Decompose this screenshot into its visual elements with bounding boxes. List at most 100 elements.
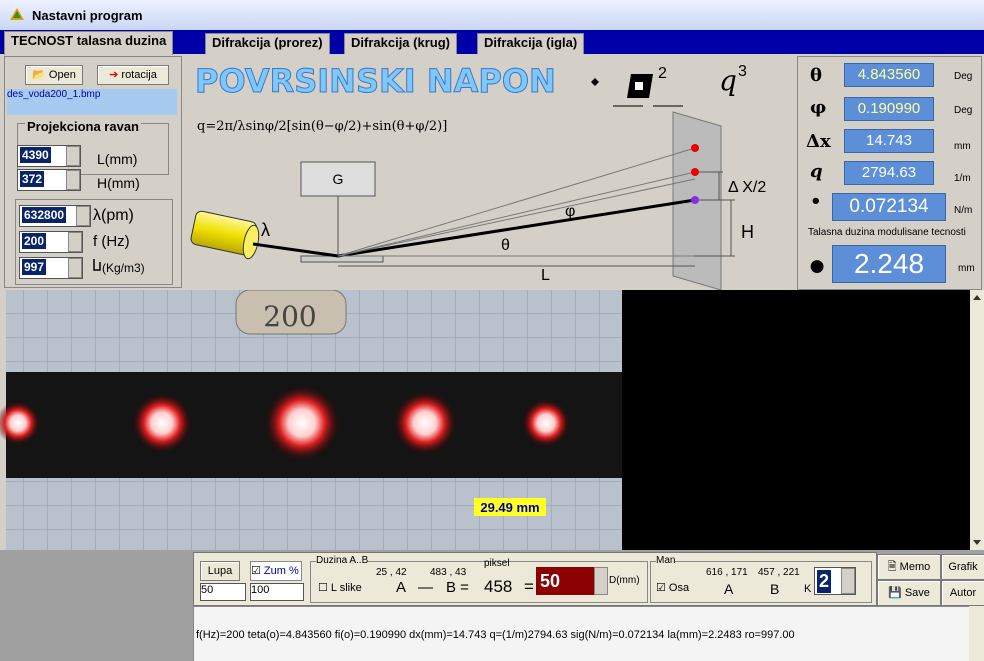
checkbox-label: Osa (669, 582, 689, 594)
point-b: 483 , 43 (430, 567, 466, 578)
field-value: 200 (22, 233, 46, 249)
rho-glyph (92, 258, 102, 272)
status-text: f(Hz)=200 teta(o)=4.843560 fi(o)=0.19099… (196, 629, 795, 641)
file-name[interactable]: des_voda200_1.bmp (7, 89, 177, 115)
field-label: (Kg/m3) (102, 261, 145, 275)
wavelength-value: 2.248 (832, 245, 946, 283)
tab[interactable]: Difrakcija (igla) (477, 33, 584, 54)
label-a: A (396, 579, 406, 596)
app-icon (8, 6, 26, 24)
save-button[interactable]: 💾 Save (877, 580, 941, 606)
group-title: Duzina A..B (316, 555, 368, 566)
field-value: 2 (817, 570, 831, 593)
grafik-button[interactable]: Grafik (941, 554, 984, 580)
superscript: 3 (738, 63, 747, 80)
point-a: 25 , 42 (376, 567, 407, 578)
checkbox-label: Zum % (264, 565, 299, 577)
label-b: B = (446, 579, 469, 596)
readout-symbol: q (810, 161, 823, 182)
spin-field[interactable]: 4390 (17, 145, 81, 167)
button-label: rotacija (121, 69, 156, 81)
lslike-checkbox[interactable]: ☐ L slike (318, 581, 362, 594)
spin-field[interactable]: 372 (17, 169, 81, 191)
tab[interactable]: Difrakcija (prorez) (205, 33, 330, 54)
label-b: B (770, 581, 779, 597)
osa-checkbox[interactable]: ☑ Osa (656, 581, 689, 594)
readout-unit: N/m (954, 205, 972, 216)
unit-label: D(mm) (609, 575, 640, 586)
readout-symbol: • (810, 191, 822, 212)
diagram-label: G (333, 171, 344, 187)
readout-unit: mm (954, 141, 971, 152)
equals: = (524, 577, 534, 597)
scrollbar (969, 606, 984, 661)
k-field[interactable]: 2 (814, 567, 856, 595)
spin-field[interactable]: 632800 (19, 205, 91, 227)
control-bar: Lupa 50 ☑ Zum % 100 Duzina A..B 25 , 42 … (193, 552, 877, 606)
readout-unit: Deg (954, 105, 972, 116)
field-value: 4390 (20, 147, 51, 163)
point-a: 616 , 171 (706, 567, 748, 578)
image-view: 200 29.49 mm (0, 290, 984, 550)
tab[interactable]: Difrakcija (krug) (344, 33, 457, 54)
readout-symbol: Δx (806, 131, 831, 152)
readout-value: 0.072134 (832, 193, 946, 221)
field-label: f (Hz) (93, 233, 130, 250)
readout-unit: 1/m (954, 173, 971, 184)
diagram-label: L (541, 267, 550, 284)
open-button[interactable]: 📂 Open (25, 65, 83, 85)
label-k: K (804, 583, 811, 595)
field-label: λ(pm) (93, 207, 134, 225)
group-title: Man (656, 555, 675, 566)
button-label: Memo (900, 561, 931, 573)
window-title: Nastavni program (32, 8, 143, 23)
readout-panel: θ 4.843560 Deg φ 0.190990 Deg Δx 14.743 … (797, 56, 982, 290)
readout-symbol: θ (810, 65, 822, 86)
group-title: Projekciona ravan (25, 119, 141, 134)
field-value: 997 (22, 259, 46, 275)
readout-value: 2794.63 (844, 161, 934, 185)
diagram-label: λ (261, 220, 270, 240)
readout-unit: Deg (954, 71, 972, 82)
title-bar: Nastavni program (0, 0, 984, 30)
formula: q=2π/λsinφ/2[sin(θ−φ/2)+sin(θ+φ/2)] (197, 119, 447, 134)
label-a: A (724, 581, 733, 597)
field-value: 632800 (22, 207, 66, 223)
checkbox-label: L slike (331, 582, 362, 594)
spin-field[interactable]: 200 (19, 231, 83, 253)
distance-field[interactable]: 50 (536, 567, 594, 595)
button-label: Open (49, 69, 76, 81)
diagram-label: θ (501, 237, 510, 254)
tab[interactable]: TECNOST talasna duzina (4, 31, 173, 55)
autor-button[interactable]: Autor (941, 580, 984, 606)
memo-button[interactable]: 🗎 Memo (877, 554, 941, 580)
field-value: 372 (20, 171, 44, 187)
status-memo: f(Hz)=200 teta(o)=4.843560 fi(o)=0.19099… (193, 606, 971, 661)
app-window: Nastavni program TECNOST talasna duzina … (0, 0, 984, 661)
superscript: 2 (658, 65, 667, 82)
field-value: 50 (201, 584, 213, 596)
rotate-button[interactable]: ➔ rotacija (97, 65, 169, 85)
lupa-button[interactable]: Lupa (200, 561, 240, 581)
zum-checkbox[interactable]: ☑ Zum % (250, 561, 302, 581)
photo-tag: 200 (263, 300, 316, 333)
readout-value: 14.743 (844, 129, 934, 153)
field-label: H(mm) (97, 175, 140, 191)
readout-value: 4.843560 (844, 63, 934, 87)
point-b: 457 , 221 (758, 567, 800, 578)
diagram-label: Δ X/2 (728, 179, 766, 196)
diagram: POVRSINSKI NAPON q=2π/λsinφ/2[sin(θ−φ/2)… (183, 54, 795, 290)
zum-field[interactable]: 100 (250, 583, 304, 601)
button-label: Save (905, 587, 930, 599)
diagram-label: H (741, 222, 754, 242)
field-value: 100 (251, 584, 269, 596)
bullet: ● (808, 249, 826, 283)
wavelength-unit: mm (958, 263, 975, 274)
length-value: 458 (484, 577, 512, 597)
caption: Talasna duzina modulisane tecnosti (808, 227, 966, 238)
left-panel: 📂 Open ➔ rotacija des_voda200_1.bmp Proj… (4, 56, 182, 288)
spin-field[interactable]: 997 (19, 257, 83, 279)
dash: — (418, 579, 433, 596)
measure-label: 29.49 mm (480, 500, 539, 515)
lupa-field[interactable]: 50 (200, 583, 246, 601)
